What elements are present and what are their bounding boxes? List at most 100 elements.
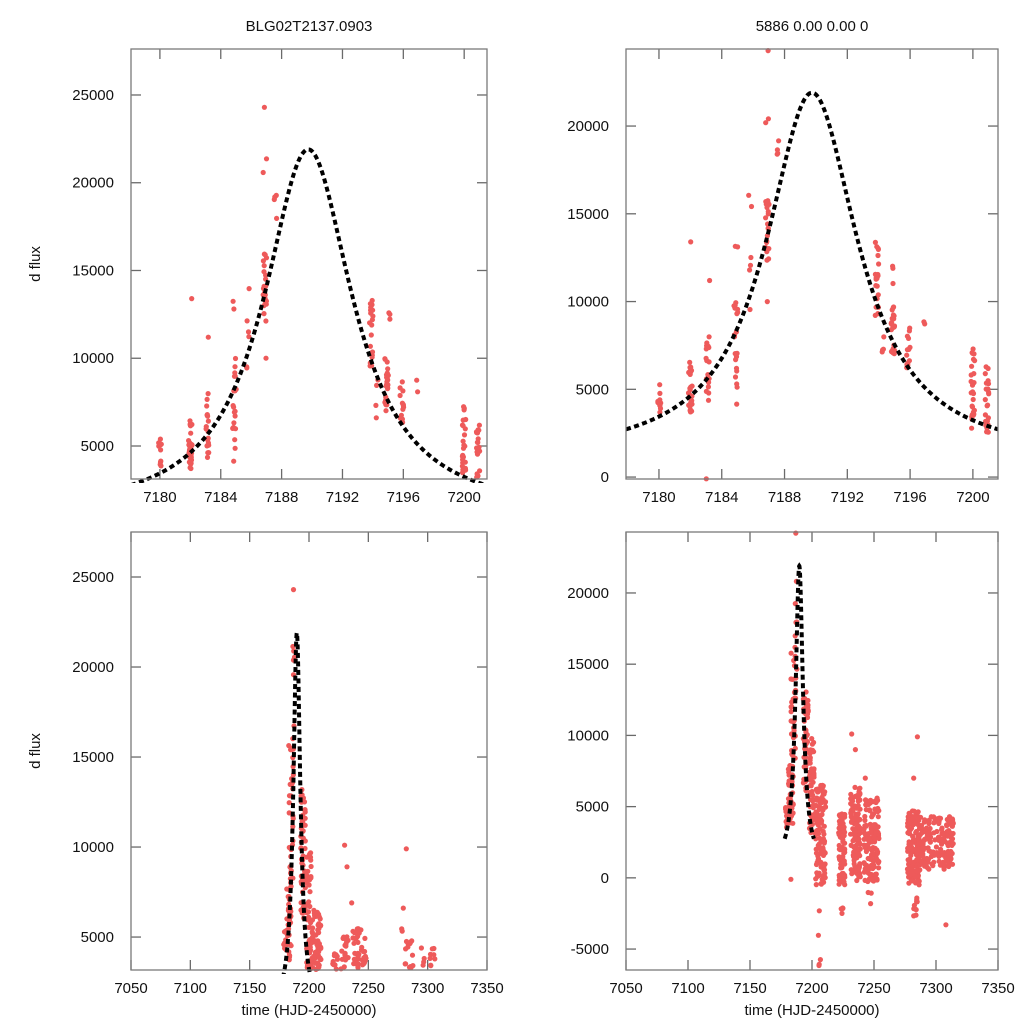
data-point: [367, 343, 373, 349]
data-point: [263, 156, 270, 162]
data-point: [890, 312, 897, 318]
data-point: [842, 846, 848, 853]
data-point: [387, 316, 393, 322]
data-point: [874, 876, 880, 883]
x-tick-label: 7180: [143, 489, 176, 506]
data-point: [942, 838, 948, 845]
data-point: [819, 794, 825, 800]
data-point: [765, 116, 772, 122]
data-point: [370, 307, 376, 313]
data-points: [655, 48, 992, 482]
data-point: [850, 852, 856, 858]
data-point: [874, 808, 880, 814]
data-point: [931, 830, 937, 836]
data-point: [921, 837, 927, 843]
data-point: [405, 944, 411, 950]
data-point: [945, 843, 951, 849]
data-point: [862, 861, 868, 867]
data-point: [304, 854, 310, 860]
x-tick-label: 7188: [265, 489, 298, 506]
data-point: [876, 261, 882, 267]
data-point: [284, 886, 290, 892]
data-point: [316, 941, 322, 947]
data-point: [862, 813, 868, 820]
data-point: [927, 830, 933, 836]
data-point: [911, 906, 917, 912]
data-point: [734, 311, 740, 317]
data-point: [905, 830, 911, 836]
data-point: [875, 245, 881, 251]
data-point: [890, 265, 896, 271]
data-point: [349, 900, 355, 906]
data-point: [815, 871, 821, 877]
data-point: [944, 823, 950, 829]
data-point: [333, 952, 339, 958]
data-point: [786, 772, 792, 778]
y-tick-label: 5000: [576, 381, 609, 398]
data-point: [706, 334, 712, 340]
data-point: [786, 781, 792, 787]
data-point: [813, 850, 820, 856]
data-point: [862, 817, 868, 824]
data-point: [316, 922, 322, 928]
data-point: [912, 818, 918, 824]
data-point: [904, 866, 911, 872]
data-point: [261, 311, 267, 317]
data-point: [400, 905, 406, 911]
plot-frame: [130, 531, 488, 971]
x-tick-label: 7250: [857, 980, 890, 997]
data-point: [427, 955, 433, 962]
data-point: [815, 831, 822, 837]
data-point: [474, 429, 480, 436]
data-point: [461, 442, 467, 448]
data-point: [402, 961, 408, 967]
data-point: [260, 292, 266, 298]
x-tick-label: 7050: [609, 980, 642, 997]
data-point: [369, 317, 375, 323]
data-point: [286, 793, 293, 799]
data-point: [867, 800, 873, 806]
data-point: [300, 835, 306, 841]
data-point: [836, 831, 842, 838]
data-point: [857, 861, 863, 867]
data-point: [274, 215, 280, 221]
data-point: [946, 828, 952, 834]
data-point: [857, 791, 863, 797]
data-point: [298, 793, 304, 799]
data-point: [312, 913, 318, 919]
x-tick-label: 7200: [447, 489, 480, 506]
data-point: [657, 390, 663, 396]
data-point: [342, 942, 348, 949]
data-point: [862, 877, 868, 884]
y-tick-label: 5000: [81, 438, 114, 455]
data-point: [355, 965, 361, 971]
y-axis-label: d flux: [27, 733, 44, 769]
data-point: [421, 955, 427, 962]
y-tick-label: 10000: [72, 350, 114, 367]
data-point: [408, 964, 414, 970]
data-point: [788, 676, 794, 682]
data-point: [748, 254, 754, 261]
data-point: [985, 402, 991, 408]
data-point: [305, 868, 311, 874]
data-point: [939, 827, 945, 833]
y-tick-label: 20000: [72, 175, 114, 192]
panel-bottom-right: 7050 7100 7150 7200 7250 7300 7350 -5000 0 5000 10…: [567, 530, 1015, 1019]
data-point: [941, 851, 947, 858]
data-point: [244, 318, 250, 324]
x-tick-label: 7188: [768, 489, 801, 506]
data-point: [873, 283, 879, 289]
data-point: [869, 814, 875, 820]
data-point: [707, 277, 713, 284]
data-point: [936, 834, 943, 841]
data-point: [476, 422, 482, 428]
data-point: [940, 859, 946, 865]
data-point: [246, 334, 252, 340]
data-point: [385, 366, 391, 372]
data-point: [351, 956, 357, 962]
data-point: [969, 363, 975, 369]
data-point: [418, 945, 424, 951]
data-point: [385, 382, 391, 388]
data-point: [261, 263, 267, 269]
data-point: [914, 869, 921, 875]
